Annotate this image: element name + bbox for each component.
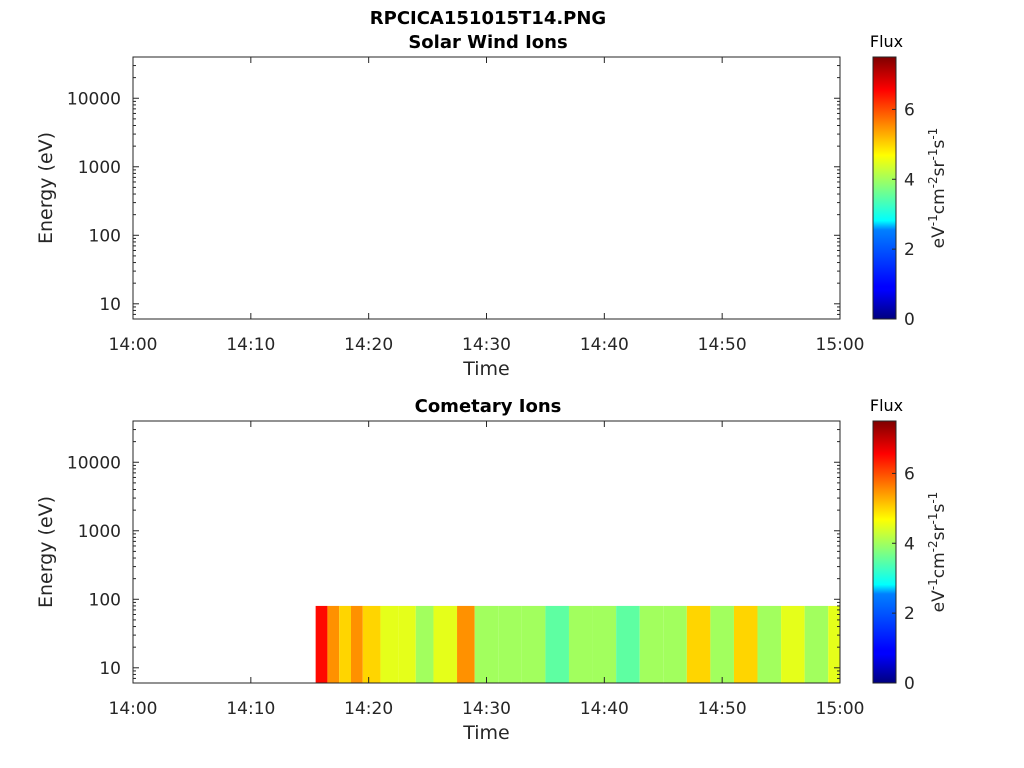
flux-column: [498, 605, 522, 683]
colorbar-label: Flux: [870, 396, 903, 415]
flux-column: [457, 605, 475, 683]
figure-title: RPCICA151015T14.PNG: [370, 8, 606, 29]
units-part: cm: [929, 188, 949, 214]
colorbar-tick-label: 6: [904, 464, 915, 484]
y-axis-label: Energy (eV): [35, 132, 57, 244]
units-part: cm: [929, 552, 949, 578]
units-part: sr: [929, 160, 949, 176]
x-tick-label: 14:50: [698, 335, 747, 355]
units-part: -1: [926, 578, 940, 590]
y-tick-label: 1000: [78, 522, 121, 542]
colorbar-tick-label: 4: [904, 170, 915, 190]
colorbar-tick-label: 2: [904, 240, 915, 260]
flux-column: [710, 605, 734, 683]
solar-wind-panel: Solar Wind Ions 14:00 14:10 14:20 14:30 14:4…: [35, 32, 949, 380]
colorbar-label: Flux: [870, 32, 903, 51]
y-tick-label: 10000: [67, 453, 121, 473]
plot-area: 14:00 14:10 14:20 14:30 14:40 14:50 15:00 10 100…: [35, 396, 949, 744]
flux-column: [592, 605, 617, 683]
flux-column: [433, 605, 458, 683]
y-tick-label: 1000: [78, 158, 121, 178]
flux-column: [545, 605, 569, 683]
units-part: s: [929, 504, 949, 513]
units-part: -2: [926, 540, 940, 552]
flux-column: [781, 605, 805, 683]
x-tick-label: 14:30: [462, 699, 511, 719]
x-axis-label: Time: [462, 722, 510, 744]
x-tick-label: 14:30: [462, 335, 511, 355]
flux-column: [362, 605, 381, 683]
x-tick-label: 14:00: [109, 699, 158, 719]
y-tick-label: 10: [99, 295, 121, 315]
colorbar-tick-label: 0: [904, 674, 915, 694]
flux-column: [639, 605, 664, 683]
flux-column: [521, 605, 546, 683]
flux-column: [686, 605, 711, 683]
flux-column: [568, 605, 593, 683]
panel-title: Solar Wind Ions: [408, 32, 567, 53]
flux-column: [757, 605, 782, 683]
x-tick-label: 14:20: [344, 699, 393, 719]
colorbar-units-label: eV-1cm-2sr-1s-1: [926, 128, 949, 249]
flux-column: [380, 605, 399, 683]
flux-column: [663, 605, 687, 683]
x-tick-label: 15:00: [816, 335, 865, 355]
units-part: eV: [929, 226, 949, 248]
x-tick-label: 14:20: [344, 335, 393, 355]
y-tick-label: 10000: [67, 89, 121, 109]
colorbar-units-label: eV-1cm-2sr-1s-1: [926, 492, 949, 613]
units-part: eV: [929, 590, 949, 612]
flux-column: [616, 605, 640, 683]
units-part: -1: [926, 513, 940, 525]
x-tick-label: 14:50: [698, 699, 747, 719]
y-tick-label: 100: [89, 590, 121, 610]
panel-title: Cometary Ions: [415, 396, 562, 417]
x-tick-label: 14:40: [580, 699, 629, 719]
cometary-ions-panel: Cometary Ions 14:00 14:10 14:20 14:30 14:40 1…: [35, 396, 949, 744]
units-part: s: [929, 140, 949, 149]
colorbar-tick-label: 0: [904, 310, 915, 330]
units-part: -2: [926, 176, 940, 188]
x-axis-label: Time: [462, 358, 510, 380]
y-axis-label: Energy (eV): [35, 496, 57, 608]
flux-column: [339, 605, 351, 683]
colorbar-tick-label: 2: [904, 604, 915, 624]
units-part: -1: [926, 128, 940, 140]
y-tick-label: 10: [99, 659, 121, 679]
x-tick-label: 14:40: [580, 335, 629, 355]
colorbar: [872, 420, 897, 684]
flux-column: [828, 605, 840, 683]
units-part: -1: [926, 149, 940, 161]
flux-column: [327, 605, 340, 683]
x-tick-label: 14:10: [226, 699, 275, 719]
units-part: sr: [929, 524, 949, 540]
axes-frame: [132, 56, 841, 320]
colorbar-tick-label: 6: [904, 100, 915, 120]
y-tick-label: 100: [89, 226, 121, 246]
colorbar: [872, 56, 897, 320]
x-tick-label: 14:10: [226, 335, 275, 355]
units-part: -1: [926, 492, 940, 504]
flux-column: [474, 605, 499, 683]
colorbar-tick-label: 4: [904, 534, 915, 554]
flux-column: [733, 605, 758, 683]
x-tick-label: 15:00: [816, 699, 865, 719]
x-tick-label: 14:00: [109, 335, 158, 355]
flux-column: [804, 605, 829, 683]
flux-column: [350, 605, 363, 683]
units-part: -1: [926, 214, 940, 226]
flux-column: [315, 605, 328, 683]
plot-area: 14:00 14:10 14:20 14:30 14:40 14:50 15:00 10 100…: [35, 32, 949, 380]
flux-column: [398, 605, 416, 683]
flux-column: [415, 605, 434, 683]
